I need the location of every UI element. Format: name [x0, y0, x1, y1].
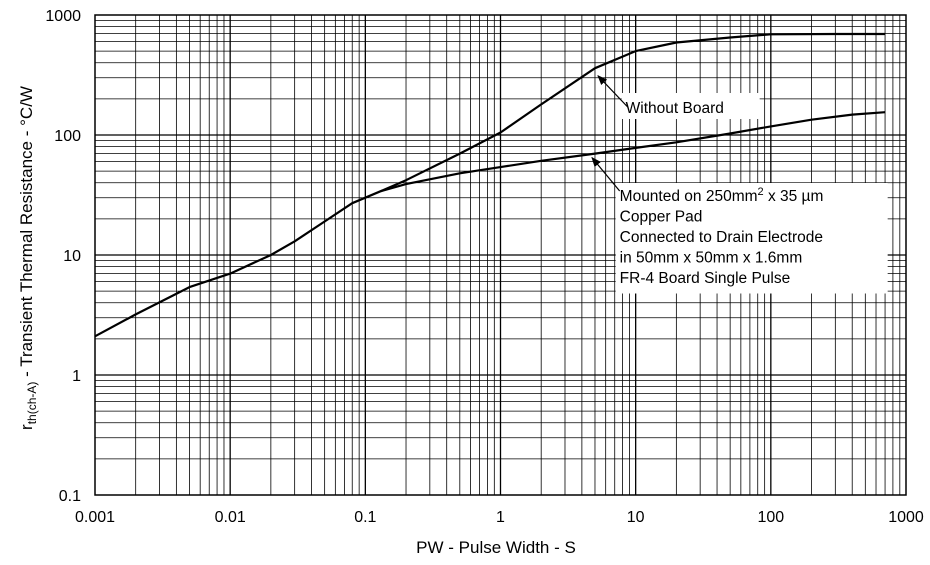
without-board-curve — [94, 32, 886, 338]
mounted-label-line: Mounted on 250mm2 x 35 µm — [620, 186, 824, 205]
mounted-label-part: FR-4 Board Single Pulse — [620, 270, 791, 287]
y-tick-label: 100 — [54, 128, 81, 145]
y-axis-subscript: th(ch-A) — [25, 382, 39, 425]
mounted-label-line: Connected to Drain Electrode — [620, 229, 823, 246]
mounted-label-part: 2 — [758, 186, 764, 198]
x-tick-label: 10 — [627, 509, 645, 526]
without-board-arrow — [597, 75, 629, 108]
y-axis-title-rest: - Transient Thermal Resistance - °C/W — [17, 86, 36, 382]
mounted-label-line: in 50mm x 50mm x 1.6mm — [620, 250, 803, 267]
y-axis-title: rth(ch-A) - Transient Thermal Resistance… — [17, 86, 39, 430]
y-tick-label: 10 — [63, 248, 81, 265]
x-axis-title: PW - Pulse Width - S — [416, 538, 576, 557]
mounted-label-line: Copper Pad — [620, 209, 703, 226]
mounted-label-part: Copper Pad — [620, 209, 703, 226]
mounted-label-line: FR-4 Board Single Pulse — [620, 270, 791, 287]
x-tick-label: 0.1 — [354, 509, 376, 526]
y-axis-symbol: r — [17, 424, 36, 430]
mounted-label-part: in 50mm x 50mm x 1.6mm — [620, 250, 803, 267]
x-tick-label: 100 — [757, 509, 784, 526]
x-tick-label: 1 — [496, 509, 505, 526]
y-tick-label: 1 — [72, 368, 81, 385]
mounted-board-curve — [380, 111, 886, 193]
series-layer — [94, 32, 886, 338]
y-tick-labels: 0.1 1 10 100 1000 — [45, 8, 81, 505]
y-tick-label: 0.1 — [59, 488, 81, 505]
x-tick-label: 0.001 — [75, 509, 115, 526]
without-board-label: Without Board — [626, 100, 724, 117]
annotation-layer: Without Board Mounted on 250mm2 x 35 µm Co… — [591, 75, 888, 294]
mounted-label-part: x 35 µm — [764, 188, 824, 205]
plot-frame — [94, 14, 907, 496]
mounted-label-part: Connected to Drain Electrode — [620, 229, 823, 246]
without-board-label-bg — [621, 93, 760, 119]
x-tick-label: 0.01 — [215, 509, 246, 526]
x-tick-labels: 0.001 0.01 0.1 1 10 100 1000 — [75, 509, 924, 526]
mounted-label-bg — [615, 183, 888, 294]
mounted-arrow — [591, 156, 621, 192]
x-tick-label: 1000 — [888, 509, 924, 526]
y-tick-label: 1000 — [45, 8, 81, 25]
mounted-label-part: Mounted on 250mm — [620, 188, 758, 205]
